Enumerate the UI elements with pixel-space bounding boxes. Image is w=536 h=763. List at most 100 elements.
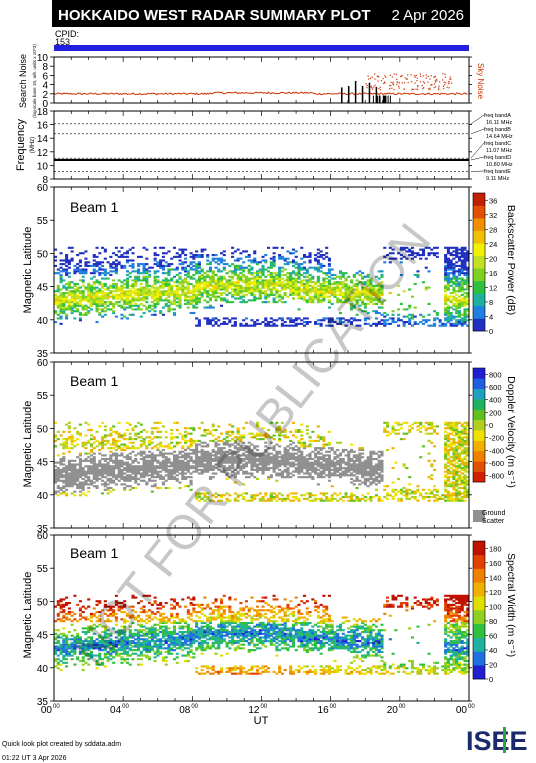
heatmap-cell (78, 474, 82, 477)
heatmap-cell (366, 477, 370, 481)
heatmap-cell (59, 308, 63, 311)
heatmap-cell (192, 290, 196, 293)
heatmap-cell (361, 481, 365, 484)
heatmap-cell (98, 281, 102, 284)
heatmap-cell (250, 467, 254, 470)
heatmap-cell (261, 273, 265, 277)
heatmap-cell (374, 317, 378, 320)
heatmap-cell (109, 432, 113, 435)
heatmap-cell (333, 497, 337, 500)
heatmap-cell (98, 266, 102, 269)
heatmap-cell (92, 441, 96, 444)
heatmap-cell (70, 439, 74, 442)
heatmap-cell (311, 476, 315, 479)
heatmap-cell (289, 293, 293, 296)
heatmap-cell (291, 281, 295, 284)
heatmap-cell (336, 441, 340, 444)
heatmap-cell (81, 459, 85, 462)
heatmap-cell (336, 494, 340, 497)
heatmap-cell (377, 277, 381, 280)
heatmap-cell (54, 492, 58, 495)
heatmap-cell (267, 447, 271, 450)
heatmap-cell (112, 261, 116, 264)
heatmap-cell (103, 310, 107, 313)
heatmap-cell (73, 479, 77, 482)
heatmap-cell (125, 259, 129, 262)
heatmap-cell (344, 324, 348, 327)
heatmap-cell (466, 279, 470, 282)
heatmap-cell (217, 450, 221, 453)
heatmap-cell (217, 277, 221, 280)
heatmap-cell (103, 295, 107, 298)
heatmap-cell (123, 264, 127, 267)
heatmap-cell (225, 301, 229, 304)
heatmap-cell (433, 246, 437, 249)
heatmap-cell (89, 481, 94, 484)
heatmap-cell (206, 292, 210, 295)
heatmap-cell (59, 315, 63, 318)
heatmap-cell (291, 474, 295, 477)
heatmap-cell (294, 282, 298, 286)
heatmap-cell (62, 490, 66, 493)
heatmap-cell (89, 454, 94, 457)
heatmap-cell (419, 248, 423, 251)
heatmap-cell (203, 306, 207, 309)
heatmap-cell (217, 425, 221, 428)
heatmap-cell (338, 454, 343, 457)
heatmap-cell (341, 448, 345, 452)
heatmap-cell (267, 266, 271, 269)
heatmap-cell (172, 290, 177, 293)
heatmap-cell (214, 273, 218, 277)
heatmap-cell (272, 461, 276, 464)
heatmap-cell (208, 268, 212, 271)
heatmap-cell (330, 277, 334, 280)
heatmap-cell (137, 290, 141, 293)
heatmap-cell (112, 310, 116, 313)
heatmap-cell (291, 248, 295, 251)
heatmap-cell (463, 304, 467, 307)
frequency-ytick-label: 18 (37, 107, 49, 118)
heatmap-cell (220, 447, 224, 450)
heatmap-cell (250, 266, 254, 269)
heatmap-cell (106, 474, 110, 477)
heatmap-cell (178, 259, 182, 262)
heatmap-cell (272, 293, 276, 296)
heatmap-cell (355, 496, 359, 499)
heatmap-cell (269, 494, 273, 497)
frequency-band-name: freq bandC (484, 141, 511, 147)
heatmap-cell (250, 454, 254, 457)
heatmap-cell (170, 277, 174, 280)
heatmap-cell (466, 259, 470, 262)
heatmap-cell (294, 448, 298, 452)
heatmap-cell (247, 290, 251, 293)
heatmap-cell (178, 286, 182, 289)
heatmap-cell (333, 277, 337, 280)
heatmap-cell (319, 299, 323, 302)
heatmap-cell (253, 322, 257, 325)
heatmap-cell (101, 457, 105, 461)
heatmap-cell (330, 288, 334, 291)
heatmap-cell (363, 281, 367, 284)
heatmap-cell (65, 483, 69, 486)
heatmap-cell (250, 293, 254, 296)
heatmap-cell (305, 457, 309, 461)
heatmap-cell (341, 286, 345, 289)
heatmap-cell (463, 281, 467, 284)
heatmap-cell (178, 306, 182, 309)
heatmap-cell (460, 304, 464, 307)
heatmap-cell (101, 302, 105, 306)
heatmap-cell (73, 468, 77, 471)
heatmap-cell (137, 470, 141, 473)
heatmap-cell (244, 275, 248, 278)
heatmap-cell (203, 279, 207, 282)
heatmap-cell (78, 494, 82, 497)
heatmap-cell (175, 297, 179, 300)
heatmap-cell (322, 288, 326, 291)
heatmap-cell (294, 456, 298, 459)
heatmap-cell (350, 448, 354, 452)
heatmap-cell (366, 275, 370, 278)
heatmap-cell (283, 436, 287, 439)
heatmap-cell (73, 427, 77, 430)
heatmap-cell (84, 481, 88, 484)
heatmap-cell (220, 304, 224, 307)
